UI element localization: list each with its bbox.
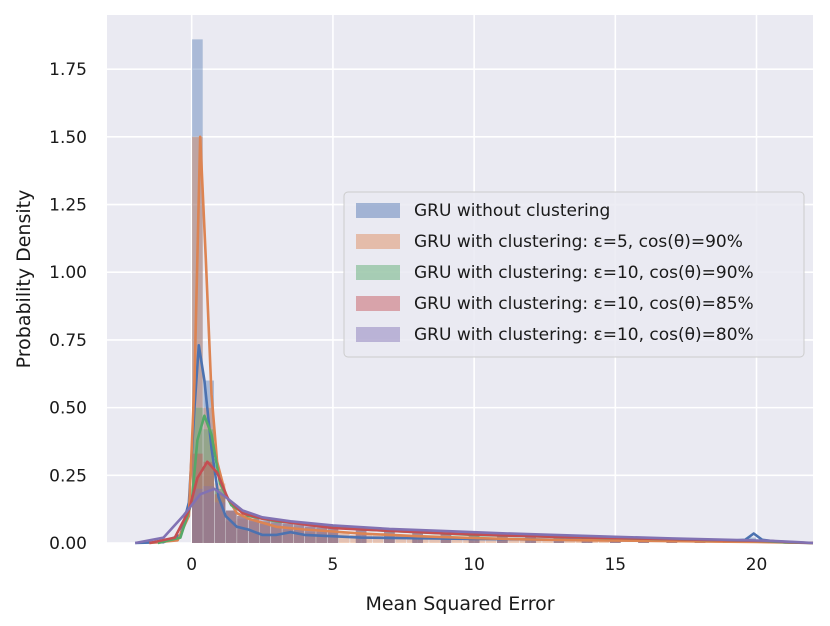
hist-bar-series-1	[271, 534, 282, 543]
legend-swatch	[356, 265, 400, 280]
hist-bar-series-4	[214, 494, 226, 543]
legend-label: GRU with clustering: ε=10, cos(θ)=80%	[414, 325, 754, 345]
hist-bar-series-5	[259, 519, 271, 543]
legend-label: GRU with clustering: ε=10, cos(θ)=90%	[414, 263, 754, 283]
hist-bar-series-3	[203, 429, 215, 543]
hist-bar-series-2	[293, 529, 305, 543]
y-tick-label: 0.50	[49, 399, 87, 419]
x-tick-label: 5	[328, 555, 339, 575]
hist-bar-series-2	[214, 483, 226, 543]
x-axis-title: Mean Squared Error	[365, 593, 554, 615]
hist-bar-series-2	[259, 524, 271, 543]
hist-bar-series-2	[553, 540, 565, 543]
hist-bar-series-1	[214, 488, 226, 543]
hist-bar-series-2	[530, 539, 542, 543]
hist-bar-series-3	[259, 521, 271, 543]
hist-bar-series-2	[282, 529, 294, 543]
hist-bar-series-3	[225, 510, 237, 543]
hist-bar-series-2	[237, 518, 248, 543]
hist-bar-series-2	[406, 537, 418, 543]
x-tick-label: 0	[186, 555, 197, 575]
x-tick-label: 10	[463, 555, 485, 575]
hist-bar-series-3	[214, 488, 226, 543]
hist-bar-series-3	[192, 407, 203, 543]
legend-swatch	[356, 203, 400, 218]
hist-bar-series-5	[203, 486, 215, 543]
hist-bar-series-5	[214, 502, 226, 543]
hist-bar-series-2	[463, 538, 474, 543]
hist-bar-series-2	[564, 540, 576, 543]
x-tick-label: 20	[746, 555, 768, 575]
y-tick-label: 1.50	[49, 128, 87, 148]
hist-bar-series-2	[485, 538, 497, 543]
hist-bar-series-2	[576, 540, 587, 543]
legend-box	[343, 191, 805, 358]
hist-bar-series-4	[259, 521, 271, 543]
hist-bar-series-1	[248, 532, 260, 543]
legend-swatch	[356, 234, 400, 249]
y-tick-label: 0.25	[49, 466, 87, 486]
x-axis-ticks: 0 5 10 15 20	[186, 555, 767, 575]
hist-bar-series-2	[542, 539, 553, 543]
legend-label: GRU with clustering: ε=10, cos(θ)=85%	[414, 294, 754, 314]
y-tick-label: 1.00	[49, 263, 87, 283]
hist-bar-series-1	[237, 529, 248, 543]
hist-bar-series-4	[271, 522, 282, 543]
y-tick-label: 0.75	[49, 331, 87, 351]
y-axis-title: Probability Density	[13, 190, 35, 369]
hist-bar-series-3	[355, 529, 367, 543]
hist-bar-series-5	[271, 521, 282, 543]
kde-curves	[134, 135, 814, 545]
legend-label: GRU without clustering	[414, 201, 610, 221]
legend-label: GRU with clustering: ε=5, cos(θ)=90%	[414, 232, 743, 252]
hist-bar-series-2	[203, 407, 215, 543]
hist-bar-series-2	[350, 534, 361, 543]
hist-bar-series-2	[508, 539, 520, 543]
hist-bar-series-2	[192, 136, 203, 543]
x-tick-label: 15	[604, 555, 626, 575]
hist-bar-series-4	[225, 510, 237, 543]
legend-swatch	[356, 296, 400, 311]
hist-bar-series-2	[395, 536, 407, 543]
hist-bar-series-2	[519, 539, 531, 543]
y-tick-label: 1.75	[49, 60, 87, 80]
hist-bar-series-2	[451, 538, 463, 543]
hist-bar-series-2	[497, 538, 508, 543]
hist-bar-series-2	[474, 538, 486, 543]
hist-bar-series-2	[440, 537, 452, 543]
hist-bar-series-5	[355, 528, 367, 543]
y-tick-label: 1.25	[49, 196, 87, 216]
y-axis-ticks: 0.00 0.25 0.50 0.75 1.00 1.25 1.50 1.75	[49, 60, 87, 554]
hist-bar-series-1	[259, 534, 271, 543]
y-tick-label: 0.00	[49, 534, 87, 554]
hist-bar-series-2	[304, 532, 316, 543]
hist-bar-series-5	[192, 488, 203, 543]
hist-bar-series-4	[203, 461, 215, 543]
kde-line-series-2	[149, 135, 814, 545]
legend-swatch	[356, 327, 400, 342]
hist-bar-series-5	[225, 510, 237, 543]
hist-bar-series-2	[338, 533, 350, 543]
hist-bar-series-2	[384, 536, 395, 543]
hist-bar-series-2	[316, 532, 327, 543]
hist-bar-series-3	[271, 521, 282, 543]
hist-bar-series-2	[417, 537, 429, 543]
hist-bar-series-2	[429, 537, 440, 543]
hist-bar-series-2	[327, 532, 339, 543]
legend: GRU without clustering GRU with clusterin…	[343, 191, 805, 358]
hist-bar-series-1	[225, 521, 237, 543]
hist-bar-series-2	[225, 510, 237, 543]
kde-line-series-5	[134, 487, 814, 545]
